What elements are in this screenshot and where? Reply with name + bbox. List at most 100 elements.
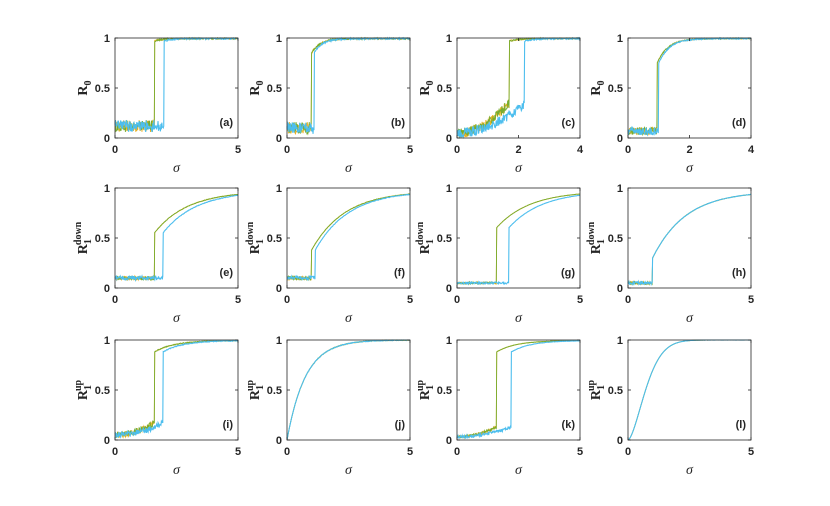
panel-label: (f): [394, 267, 405, 279]
y-axis-label: R1down: [415, 221, 436, 254]
panel-d: 0 2 4 0 0.5 1 (d) σ R0: [589, 33, 755, 176]
y-tick-label: 0: [276, 283, 282, 295]
panel-label: (a): [220, 117, 234, 129]
series-line-b: [286, 193, 411, 282]
x-tick-label: 0: [284, 294, 290, 306]
x-tick-label: 0: [625, 294, 631, 306]
x-tick-label: 0: [112, 446, 118, 458]
panel-a: 0 5 0 0.5 1 (a) σ R0: [76, 33, 241, 176]
y-tick-label: 0: [617, 435, 623, 447]
y-tick-label: 0.5: [267, 385, 282, 397]
panel-i: 0 5 0 0.5 1 (i) σ R1up: [73, 335, 241, 478]
panel-label: (j): [395, 419, 406, 431]
y-tick-label: 0.5: [437, 385, 452, 397]
x-axis-label: σ: [515, 161, 523, 176]
y-tick-label: 0.5: [608, 385, 623, 397]
y-tick-label: 0: [104, 435, 110, 447]
y-tick-label: 1: [276, 183, 282, 195]
y-tick-label: 0: [276, 133, 282, 145]
y-axis-label: R1up: [73, 379, 94, 400]
panel-g: 0 5 0 0.5 1 (g) σ R1down: [415, 183, 583, 326]
y-tick-label: 1: [446, 335, 452, 347]
panel-f: 0 5 0 0.5 1 (f) σ R1down: [245, 183, 413, 326]
x-axis-label: σ: [345, 161, 353, 176]
y-tick-label: 1: [446, 183, 452, 195]
panel-h: 0 5 0 0.5 1 (h) σ R1down: [586, 183, 754, 326]
x-tick-label: 2: [686, 144, 692, 156]
y-axis-label: R0: [589, 80, 607, 95]
x-axis-label: σ: [515, 463, 523, 478]
y-tick-label: 1: [617, 183, 623, 195]
x-tick-label: 5: [748, 446, 754, 458]
y-tick-label: 0: [617, 133, 623, 145]
x-axis-label: σ: [686, 161, 694, 176]
panel-label: (b): [391, 117, 405, 129]
series-line-c: [627, 339, 752, 441]
x-tick-label: 5: [577, 446, 583, 458]
x-tick-label: 5: [235, 294, 241, 306]
y-tick-label: 0: [104, 283, 110, 295]
panel-label: (e): [220, 267, 234, 279]
series-line-a: [627, 339, 752, 441]
axes-box: [286, 339, 411, 441]
panel-b: 0 5 0 0.5 1 (b) σ R0: [248, 33, 413, 176]
y-tick-label: 0.5: [608, 233, 623, 245]
x-tick-label: 2: [515, 144, 521, 156]
y-tick-label: 0: [446, 435, 452, 447]
series-line-c: [627, 193, 752, 287]
y-tick-label: 0: [446, 283, 452, 295]
x-tick-label: 0: [625, 144, 631, 156]
y-axis-label: R1down: [586, 221, 607, 254]
y-tick-label: 1: [446, 33, 452, 45]
y-tick-label: 0.5: [267, 83, 282, 95]
x-tick-label: 5: [235, 144, 241, 156]
y-axis-label: R0: [418, 80, 436, 95]
x-axis-label: σ: [173, 311, 181, 326]
x-axis-label: σ: [345, 463, 353, 478]
x-axis-label: σ: [686, 311, 694, 326]
series-line-c: [456, 36, 581, 140]
x-tick-label: 5: [407, 446, 413, 458]
y-tick-label: 1: [104, 335, 110, 347]
x-axis-label: σ: [686, 463, 694, 478]
y-tick-label: 0: [617, 283, 623, 295]
series-line-b: [627, 339, 752, 441]
y-axis-label: R1up: [586, 379, 607, 400]
y-tick-label: 0.5: [95, 83, 110, 95]
y-axis-label: R1down: [73, 221, 94, 254]
series-line-a: [114, 339, 239, 438]
x-tick-label: 0: [284, 144, 290, 156]
axes-box: [627, 339, 752, 441]
panel-j: 0 5 0 0.5 1 (j) σ R1up: [245, 335, 413, 478]
series-line-c: [456, 194, 581, 286]
y-tick-label: 1: [104, 183, 110, 195]
x-tick-label: 0: [454, 144, 460, 156]
series-line-b: [286, 339, 411, 440]
y-tick-label: 1: [276, 33, 282, 45]
series-line-c: [286, 339, 411, 440]
y-tick-label: 0.5: [95, 233, 110, 245]
panel-l: 0 5 0 0.5 1 (l) σ R1up: [586, 335, 754, 478]
series-line-a: [286, 339, 411, 440]
panel-label: (l): [736, 419, 747, 431]
series-line-b: [114, 339, 239, 439]
panel-label: (h): [732, 267, 746, 279]
panel-label: (c): [562, 117, 576, 129]
y-tick-label: 1: [276, 335, 282, 347]
series-line-c: [114, 36, 239, 133]
x-tick-label: 5: [407, 294, 413, 306]
axes-box: [286, 187, 411, 289]
series-line-a: [286, 193, 411, 282]
panel-label: (k): [562, 419, 576, 431]
x-tick-label: 0: [454, 446, 460, 458]
x-tick-label: 0: [284, 446, 290, 458]
x-tick-label: 5: [748, 294, 754, 306]
y-tick-label: 0: [104, 133, 110, 145]
y-axis-label: R0: [76, 80, 94, 95]
y-tick-label: 0.5: [95, 385, 110, 397]
panel-e: 0 5 0 0.5 1 (e) σ R1down: [73, 183, 241, 326]
x-axis-label: σ: [173, 161, 181, 176]
panel-k: 0 5 0 0.5 1 (k) σ R1up: [415, 335, 583, 478]
y-tick-label: 0.5: [437, 83, 452, 95]
